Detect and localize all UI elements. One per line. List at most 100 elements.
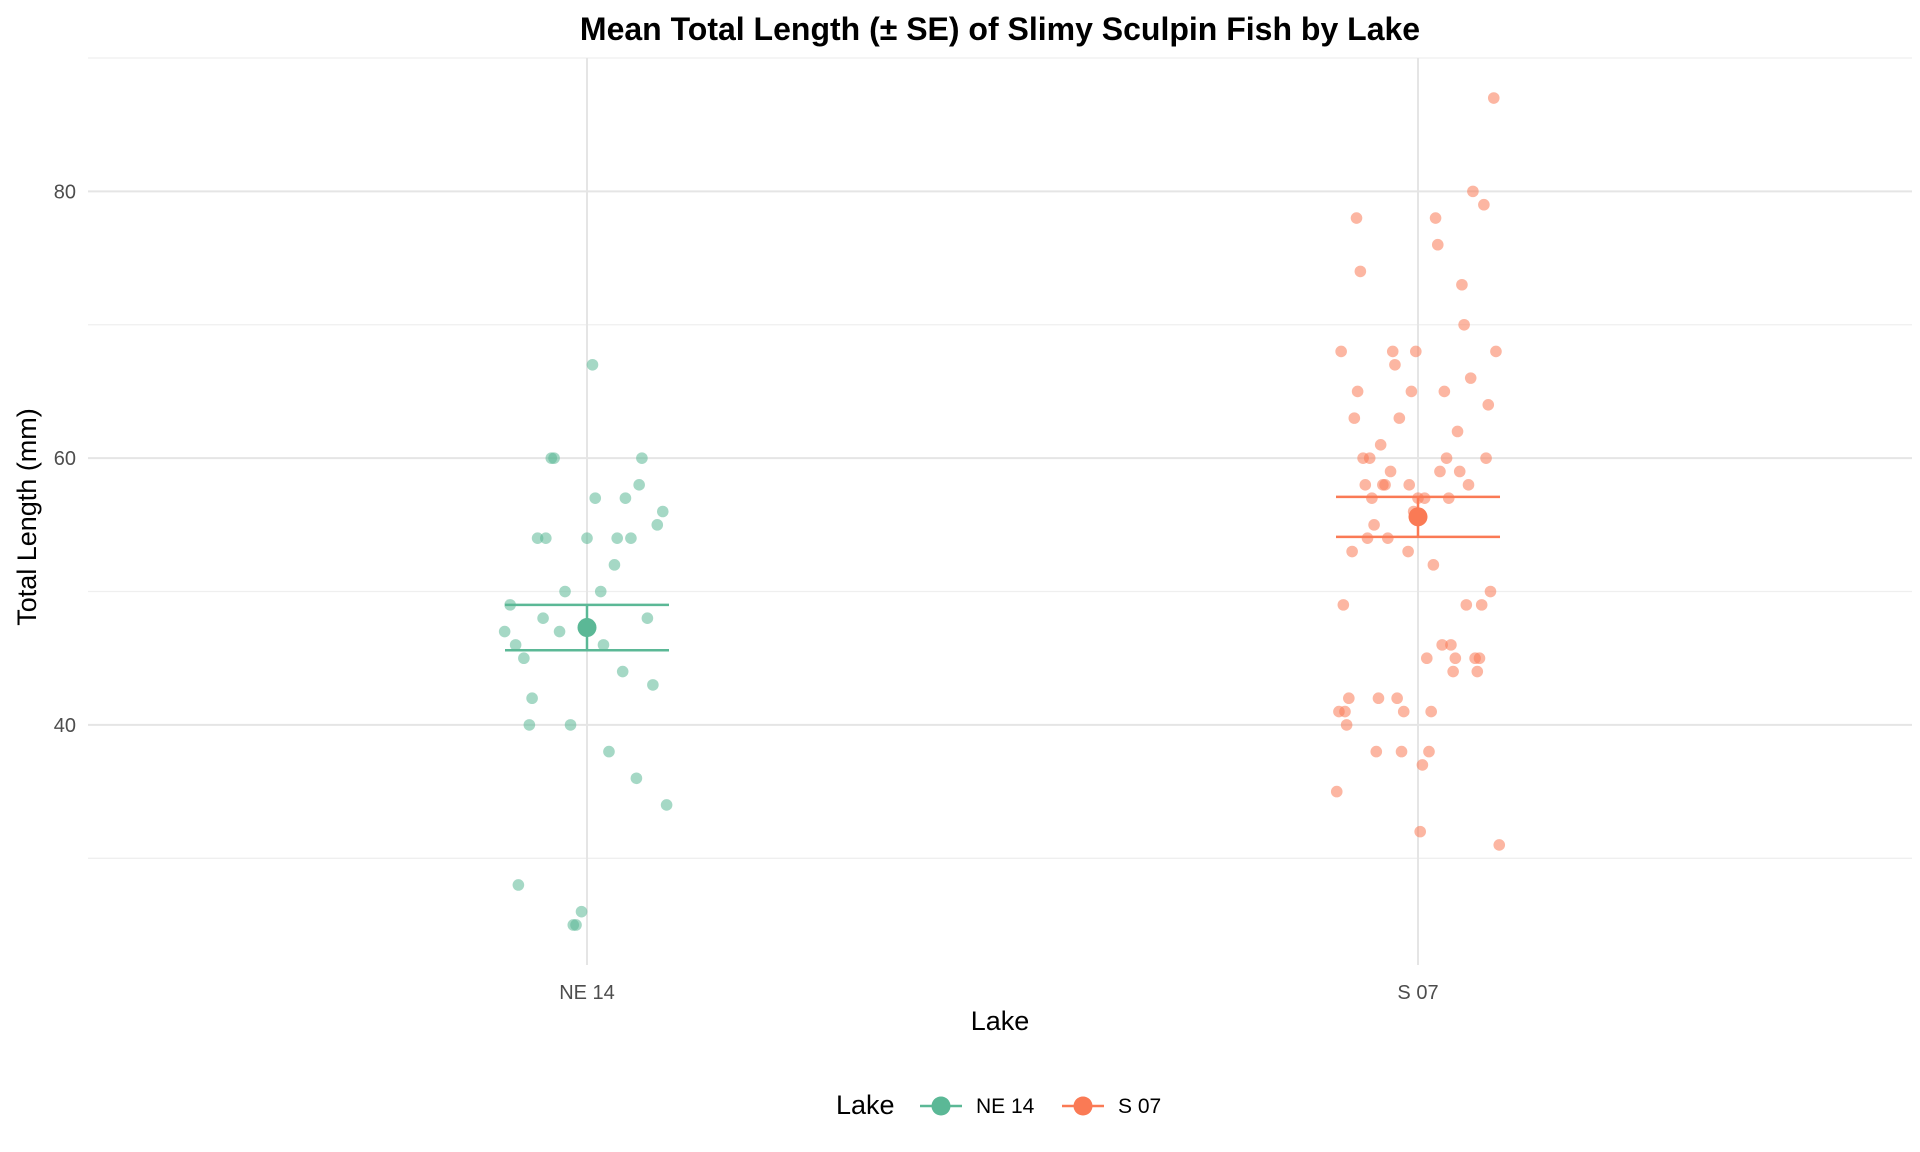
data-point [1397,705,1410,718]
data-point [540,532,552,544]
data-point [553,625,566,638]
data-point [1416,759,1429,771]
mean-point [1408,507,1428,527]
data-point [1490,345,1502,358]
data-point [1379,479,1391,491]
data-point [1386,345,1399,358]
data-point [630,772,643,785]
data-point [531,532,544,544]
data-point [537,612,549,625]
data-point [616,665,629,678]
data-point [548,452,560,464]
data-point [1473,652,1486,665]
data-point [1418,492,1431,504]
data-point [512,879,525,891]
data-point [1359,479,1372,491]
legend: Lake NE 14 S 07 [836,1090,1161,1120]
legend-label: NE 14 [976,1095,1035,1118]
data-point [1350,212,1363,224]
grid-layer [88,57,1912,965]
chart-title: Mean Total Length (± SE) of Slimy Sculpi… [580,11,1420,47]
legend-label: S 07 [1118,1095,1161,1118]
data-point [1339,705,1351,718]
mean-point [577,618,597,638]
data-point [611,532,623,544]
data-point [1487,92,1500,104]
data-point [1403,479,1416,491]
data-point [1354,265,1367,278]
data-point [559,585,571,598]
y-tick-label: 40 [54,715,76,737]
data-point [581,532,593,544]
x-tick-label: S 07 [1397,982,1438,1004]
error-bar-layer [505,495,1500,652]
data-point [1395,745,1408,758]
data-point [1427,559,1440,571]
data-point [1440,452,1453,464]
data-point [1384,465,1397,478]
data-point [656,505,669,518]
data-point [619,492,632,504]
data-point [1337,599,1350,611]
data-point [1348,412,1361,424]
data-point [1442,492,1455,504]
legend-title: Lake [836,1090,895,1120]
data-point [1460,599,1473,611]
data-point [1482,398,1495,411]
data-point [1425,705,1437,718]
points-layer [498,92,1506,931]
data-point [1374,439,1387,451]
data-point [1445,639,1457,651]
data-point [1405,385,1418,398]
data-point [570,919,582,931]
data-point [1493,839,1506,851]
data-point [1438,385,1451,398]
data-point [1431,238,1444,251]
data-point [1366,492,1378,504]
data-point [1389,358,1401,371]
data-point [1402,545,1414,558]
x-axis-title: Lake [971,1006,1030,1036]
legend-item: NE 14 [920,1095,1035,1118]
data-point [651,519,664,531]
data-point [1458,318,1470,331]
data-point [633,479,645,491]
data-point [1462,479,1475,491]
data-point [641,612,654,625]
data-point [1420,652,1433,665]
data-point [594,585,607,598]
data-point [1467,185,1479,198]
data-point [647,679,659,691]
data-point [1361,532,1374,544]
data-point [1382,532,1394,544]
data-point [1423,745,1435,758]
legend-key-point [931,1096,951,1116]
data-point [586,358,599,371]
data-point [1429,212,1442,224]
data-point [1478,198,1490,211]
y-tick-label: 80 [54,181,76,203]
data-point [1471,665,1484,678]
data-point [1335,345,1347,358]
data-point [1447,665,1459,678]
data-point [1393,412,1406,424]
data-point [1391,692,1403,705]
data-point [636,452,648,464]
data-point [625,532,637,544]
data-point [1372,692,1385,705]
data-point [1346,545,1358,558]
legend-item: S 07 [1062,1095,1161,1118]
data-point [523,719,536,731]
data-point [1351,385,1364,398]
data-point [1464,372,1477,384]
legend-items: NE 14 S 07 [920,1095,1161,1118]
tick-label-layer: 40 60 80 NE 14 S 07 [54,181,1439,1004]
data-point [1449,652,1462,665]
data-point [504,599,516,611]
data-point [1436,639,1448,651]
data-point [1343,692,1355,705]
y-axis-title: Total Length (mm) [12,408,42,626]
data-point [1453,465,1466,478]
